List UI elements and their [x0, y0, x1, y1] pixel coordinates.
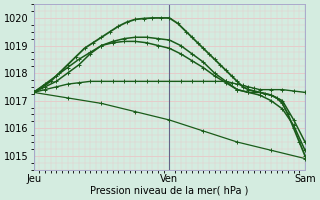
- X-axis label: Pression niveau de la mer( hPa ): Pression niveau de la mer( hPa ): [90, 186, 249, 196]
